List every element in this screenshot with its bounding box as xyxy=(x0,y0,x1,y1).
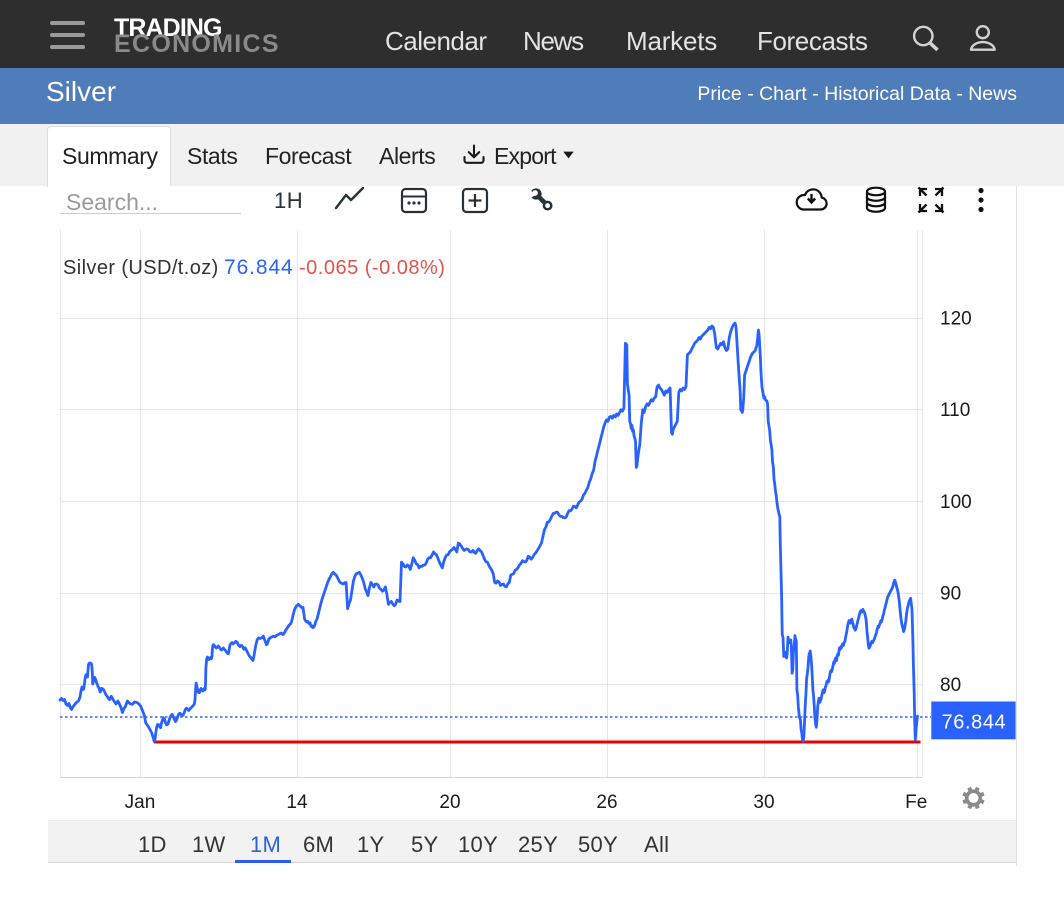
svg-text:Feb: Feb xyxy=(905,792,938,813)
svg-text:76.844: 76.844 xyxy=(942,712,1007,734)
svg-text:Jan: Jan xyxy=(125,792,156,813)
svg-text:30: 30 xyxy=(753,792,774,813)
svg-text:20: 20 xyxy=(439,792,460,813)
svg-text:14: 14 xyxy=(286,792,308,813)
svg-text:110: 110 xyxy=(940,400,970,421)
svg-text:Silver (USD/t.oz): Silver (USD/t.oz) xyxy=(63,257,219,279)
svg-text:80: 80 xyxy=(940,675,961,696)
svg-text:120: 120 xyxy=(940,309,972,330)
svg-text:26: 26 xyxy=(596,792,617,813)
svg-text:-0.065 (-0.08%): -0.065 (-0.08%) xyxy=(299,257,445,279)
svg-text:76.844: 76.844 xyxy=(224,256,294,279)
svg-text:100: 100 xyxy=(940,492,972,513)
svg-text:90: 90 xyxy=(940,584,961,605)
